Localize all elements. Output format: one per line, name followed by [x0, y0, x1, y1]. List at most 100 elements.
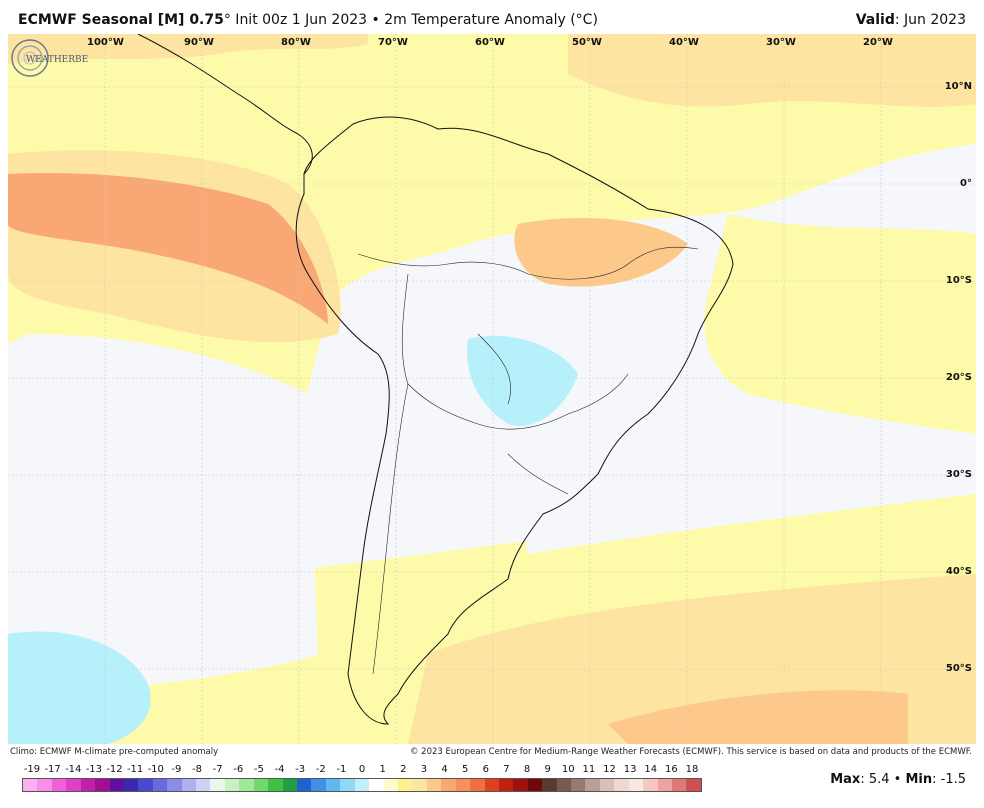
latitude-label: 40°S [945, 566, 972, 577]
legend-tick-label: -5 [253, 764, 264, 775]
legend-tick-label: -10 [147, 764, 164, 775]
legend-swatch [311, 779, 326, 791]
legend-swatch [412, 779, 427, 791]
legend-swatch [23, 779, 38, 791]
anomaly-yellow-east [704, 214, 976, 434]
legend-tick-label: 10 [561, 764, 575, 775]
legend-swatch [152, 779, 168, 791]
legend-swatch [484, 779, 499, 791]
legend-swatch [556, 779, 572, 791]
anomaly-map[interactable]: 100°W 90°W 80°W 70°W 60°W 50°W 40°W 30°W 20°W 10… [8, 34, 976, 744]
legend-swatch [224, 779, 240, 791]
latitude-label: 10°N [944, 81, 972, 92]
anomaly-neutral-pacific [8, 334, 318, 694]
legend-swatch [571, 779, 586, 791]
legend-swatch [37, 779, 52, 791]
longitude-label: 100°W [87, 37, 124, 48]
max-label: Max [830, 772, 861, 787]
legend-swatch [614, 779, 629, 791]
legend-tick-label: 9 [544, 764, 551, 775]
legend-swatch [109, 779, 124, 791]
legend-swatch [383, 779, 398, 791]
legend-swatch [297, 779, 312, 791]
latitude-label: 0° [960, 178, 972, 189]
legend-colorbar [22, 778, 702, 792]
legend-swatch [196, 779, 211, 791]
legend-swatch [585, 779, 600, 791]
legend-swatch [95, 779, 110, 791]
legend-swatch [426, 779, 442, 791]
legend-tick-label: -19 [23, 764, 41, 775]
legend-tick-label: -6 [233, 764, 244, 775]
valid-date: Valid: Jun 2023 [856, 12, 966, 28]
legend-swatch [239, 779, 254, 791]
longitude-label: 30°W [766, 37, 796, 48]
legend-tick-label: -7 [212, 764, 223, 775]
legend-swatch [643, 779, 658, 791]
legend-swatch [354, 779, 370, 791]
legend-tick-label: 4 [441, 764, 448, 775]
legend-tick-label: 2 [400, 764, 407, 775]
legend-tick-label: -8 [192, 764, 202, 775]
south-america-outline [295, 116, 734, 725]
logo-text: WEATHERBELL [26, 55, 88, 65]
legend-swatch [340, 779, 355, 791]
anomaly-orange-southern-core [608, 690, 908, 744]
legend-swatch [325, 779, 341, 791]
anomaly-neutral-atlantic [508, 434, 976, 554]
weatherbell-logo: WEATHERBELL [11, 39, 88, 77]
longitude-label: 20°W [863, 37, 893, 48]
longitude-label: 50°W [572, 37, 602, 48]
anomaly-orange-brazil [514, 218, 688, 287]
climo-note: Climo: ECMWF M-climate pre-computed anom… [10, 747, 219, 757]
title-details: ° Init 00z 1 Jun 2023 • 2m Temperature A… [223, 12, 598, 28]
legend-swatch [123, 779, 139, 791]
legend-swatch [542, 779, 557, 791]
legend-tick-label: -11 [126, 764, 144, 775]
legend-tick-label: -13 [85, 764, 103, 775]
latitude-label: 30°S [945, 469, 972, 480]
legend-swatch [268, 779, 283, 791]
legend-tick-label: 13 [623, 764, 637, 775]
max-min-readout: Max: 5.4 • Min: -1.5 [830, 772, 966, 787]
legend-swatch [527, 779, 543, 791]
legend-swatch [657, 779, 672, 791]
latitude-label: 10°S [945, 275, 972, 286]
legend-tick-label: 7 [503, 764, 510, 775]
anomaly-orange-northeast [568, 34, 976, 107]
header: ECMWF Seasonal [M] 0.75° Init 00z 1 Jun … [0, 0, 984, 34]
legend-swatch [66, 779, 81, 791]
legend-swatch [181, 779, 197, 791]
legend-swatch [498, 779, 514, 791]
legend-swatch [138, 779, 153, 791]
legend-tick-label: 0 [358, 764, 366, 775]
legend-tick-label: 5 [461, 764, 469, 775]
legend-swatch [51, 779, 67, 791]
legend-swatch [441, 779, 456, 791]
legend-tick-label: -14 [65, 764, 82, 775]
legend-swatch [369, 779, 384, 791]
legend-tick-label: 11 [582, 764, 596, 775]
legend-tick-label: 12 [603, 764, 616, 775]
legend-swatch [210, 779, 225, 791]
legend-tick-label: -4 [274, 764, 285, 775]
longitude-label: 60°W [475, 37, 505, 48]
latitude-label: 20°S [945, 372, 972, 383]
legend-swatch [253, 779, 269, 791]
legend-swatch [397, 779, 413, 791]
copyright-note: © 2023 European Centre for Medium-Range … [409, 747, 972, 757]
legend-swatch [671, 779, 687, 791]
longitude-label: 90°W [184, 37, 214, 48]
legend-tick-label: -3 [295, 764, 306, 775]
anomaly-orange-northwest [8, 34, 368, 64]
legend-swatch [167, 779, 182, 791]
legend-swatch [513, 779, 528, 791]
legend-tick-label: 3 [420, 764, 428, 775]
legend-tick-label: -2 [315, 764, 326, 775]
latitude-label: 50°S [945, 663, 972, 674]
legend-tick-label: 16 [665, 764, 678, 775]
min-value: : -1.5 [932, 772, 966, 787]
anomaly-blue-interior [467, 335, 578, 426]
legend-tick-label: 14 [644, 764, 658, 775]
graticule [8, 34, 976, 744]
